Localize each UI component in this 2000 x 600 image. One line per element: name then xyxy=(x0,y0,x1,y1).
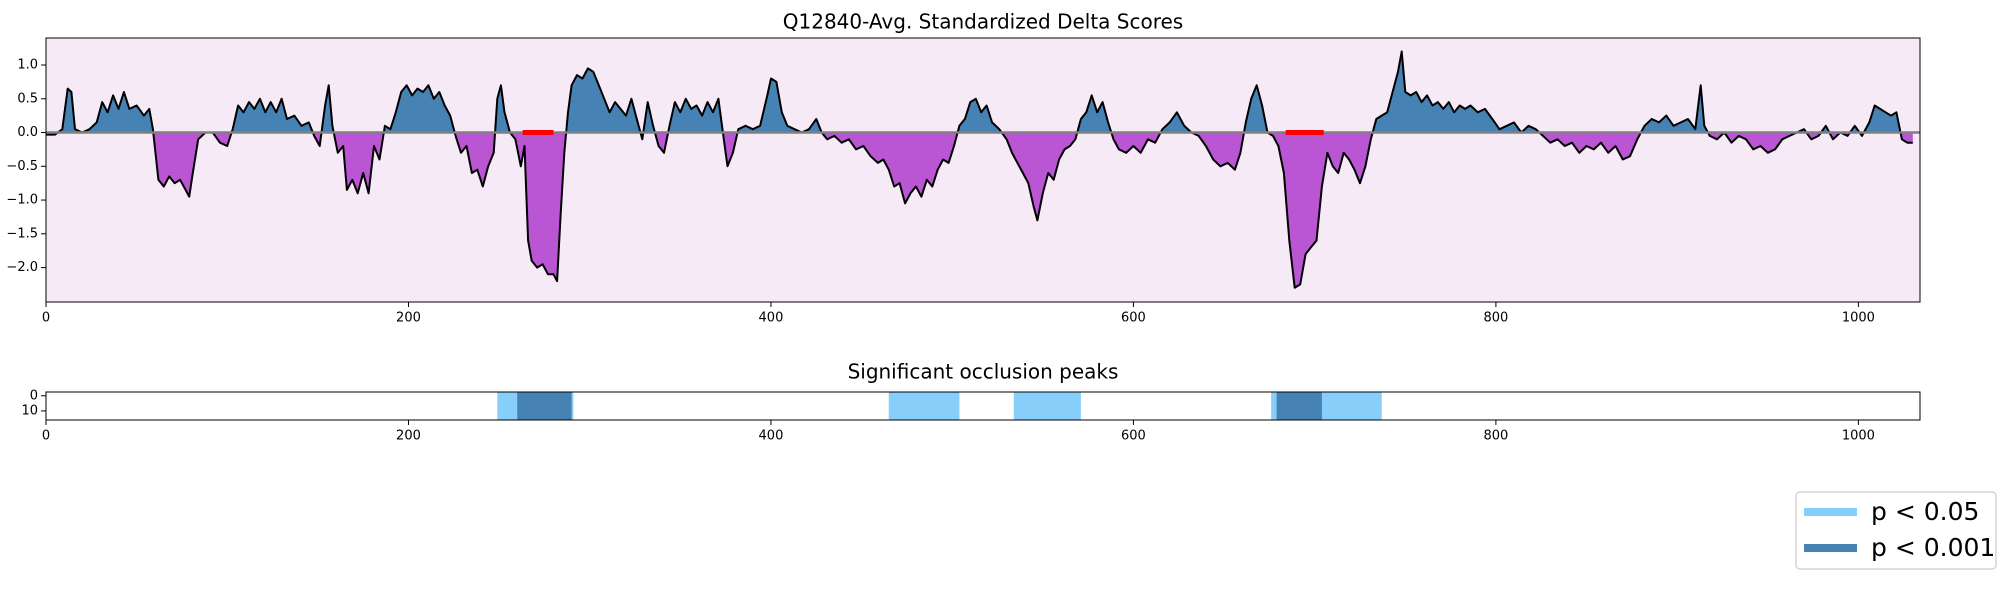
x-tick-label: 600 xyxy=(1121,311,1146,326)
y-tick-label: 1.0 xyxy=(17,58,38,73)
y-tick-label: 0.5 xyxy=(17,91,38,106)
plot-background xyxy=(46,38,1920,302)
x-tick-label: 0 xyxy=(42,429,50,444)
x-tick-label: 200 xyxy=(396,311,421,326)
y-tick-label: −1.0 xyxy=(6,193,38,208)
score-line xyxy=(46,50,1913,289)
y-tick-label: 0 xyxy=(30,388,38,403)
significance-span xyxy=(1276,392,1322,420)
x-tick-label: 400 xyxy=(759,311,784,326)
axes-frame xyxy=(45,391,1921,421)
legend-label: p < 0.001 xyxy=(1871,533,1995,562)
chart-title: Significant occlusion peaks xyxy=(848,360,1119,384)
x-tick-label: 200 xyxy=(396,429,421,444)
legend-label: p < 0.05 xyxy=(1871,497,1979,526)
significance-span xyxy=(1013,392,1081,420)
significance-span xyxy=(517,392,572,420)
x-tick-label: 0 xyxy=(42,311,50,326)
significance-span xyxy=(888,392,960,420)
chart-title: Q12840-Avg. Standardized Delta Scores xyxy=(783,10,1183,34)
x-tick-label: 1000 xyxy=(1842,429,1875,444)
y-tick-label: 0.0 xyxy=(17,125,38,140)
y-tick-label: 10 xyxy=(21,403,38,418)
y-tick-label: −0.5 xyxy=(6,159,38,174)
x-tick-label: 800 xyxy=(1483,429,1508,444)
y-tick-label: −2.0 xyxy=(6,260,38,275)
axes-frame xyxy=(45,37,1921,303)
x-tick-label: 1000 xyxy=(1842,311,1875,326)
plot-background xyxy=(46,392,1920,420)
positive-area xyxy=(57,51,1901,133)
y-tick-label: −1.5 xyxy=(6,226,38,241)
x-tick-label: 400 xyxy=(759,429,784,444)
x-tick-label: 600 xyxy=(1121,429,1146,444)
x-tick-label: 800 xyxy=(1483,311,1508,326)
